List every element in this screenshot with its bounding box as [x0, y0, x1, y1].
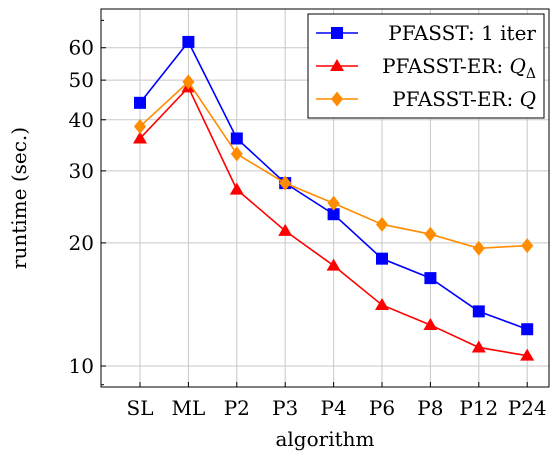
legend-label: PFASST: 1 iter [388, 21, 536, 45]
data-point-triangle-p6 [375, 297, 389, 310]
data-point-triangle-p3 [278, 223, 293, 236]
x-tick-label-p8: P8 [417, 396, 443, 420]
data-point-triangle-sl [133, 131, 147, 144]
series-2-diamond [134, 74, 534, 256]
data-point-square-sl [134, 96, 146, 109]
legend-marker-triangle [330, 59, 344, 71]
x-tick-label-ml: ML [172, 396, 206, 420]
x-tick-label-p24: P24 [508, 396, 547, 420]
x-tick-label-sl: SL [127, 396, 154, 420]
y-tick-label-10: 10 [69, 354, 94, 378]
data-point-square-p4 [327, 208, 340, 221]
axis-ticks: SL ML P2 P3 P4 P6 P8 P12 P24 10 20 30 40 50 60 [69, 19, 547, 420]
y-tick-label-20: 20 [69, 231, 94, 255]
legend-entry-0: PFASST: 1 iter [316, 21, 536, 45]
x-tick-label-p3: P3 [272, 396, 298, 420]
x-tick-label-p12: P12 [459, 396, 498, 420]
data-point-diamond-p6 [376, 216, 388, 232]
data-point-diamond-p12 [472, 240, 485, 256]
series-0-square [134, 35, 534, 336]
x-tick-label-p2: P2 [224, 396, 250, 420]
data-point-triangle-p12 [471, 340, 486, 353]
data-point-square-p24 [521, 323, 534, 336]
plot-frame [100, 8, 550, 388]
data-point-square-p6 [376, 252, 388, 265]
data-point-diamond-p2 [230, 146, 243, 162]
data-point-square-p2 [230, 132, 243, 145]
data-point-diamond-p8 [424, 226, 437, 242]
data-point-triangle-p4 [326, 258, 341, 271]
legend-marker-diamond [331, 91, 343, 107]
data-point-triangle-p8 [423, 317, 438, 330]
legend-entry-2: PFASST-ER: Q [316, 87, 536, 111]
data-point-triangle-p24 [520, 348, 535, 361]
y-axis-label: runtime (sec.) [7, 127, 31, 269]
legend: PFASST: 1 iter PFASST-ER: QΔ PFASST-ER: Q [307, 13, 545, 119]
data-point-triangle-p2 [229, 182, 244, 195]
data-point-square-ml [182, 35, 195, 48]
data-point-diamond-p4 [327, 195, 340, 211]
data-point-diamond-p3 [279, 175, 292, 191]
x-axis-label: algorithm [275, 427, 374, 451]
y-tick-label-60: 60 [69, 36, 94, 60]
data-point-square-p8 [424, 272, 437, 285]
data-point-diamond-sl [134, 119, 146, 135]
legend-entry-1: PFASST-ER: QΔ [316, 54, 536, 82]
data-point-diamond-p24 [521, 238, 534, 254]
legend-label: PFASST-ER: Q [392, 87, 536, 111]
legend-label: PFASST-ER: QΔ [382, 54, 536, 82]
x-tick-label-p4: P4 [321, 396, 347, 420]
data-point-diamond-ml [182, 74, 195, 90]
y-tick-label-50: 50 [69, 68, 94, 92]
legend-marker-square [331, 27, 343, 39]
x-tick-label-p6: P6 [369, 396, 395, 420]
data-point-square-p12 [472, 305, 485, 318]
y-tick-label-30: 30 [69, 159, 94, 183]
series-1-triangle [133, 80, 535, 361]
series-group [133, 35, 535, 361]
y-tick-label-40: 40 [69, 108, 94, 132]
